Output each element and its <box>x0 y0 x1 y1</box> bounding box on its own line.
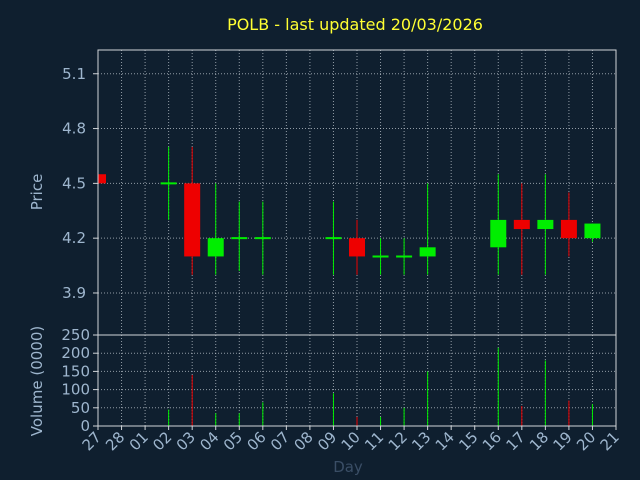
candle-body <box>584 223 601 239</box>
price-tick-label: 4.2 <box>62 229 86 247</box>
candle-body <box>537 219 554 230</box>
volume-tick-label: 100 <box>61 381 90 399</box>
candle-body <box>419 247 436 257</box>
candle-body <box>184 183 201 257</box>
price-candles <box>97 146 601 275</box>
price-tick-label: 3.9 <box>62 284 86 302</box>
candle-body <box>207 238 224 257</box>
x-axis-label: Day <box>333 458 363 476</box>
candle-body <box>513 219 530 230</box>
volume-tick-label: 250 <box>61 326 90 344</box>
price-axis-label: Price <box>28 174 46 211</box>
volume-tick-label: 200 <box>61 344 90 362</box>
price-tick-label: 5.1 <box>62 65 86 83</box>
price-tick-label: 4.8 <box>62 120 86 138</box>
volume-bars <box>168 347 593 426</box>
price-tick-label: 4.5 <box>62 174 86 192</box>
volume-axis-label: Volume (0000) <box>28 326 46 436</box>
candle-body <box>560 219 577 239</box>
candle-body <box>98 174 106 184</box>
volume-tick-label: 50 <box>71 399 90 417</box>
chart-title: POLB - last updated 20/03/2026 <box>227 15 483 34</box>
candle-body <box>349 238 365 257</box>
volume-panel-frame <box>97 334 617 427</box>
volume-tick-label: 150 <box>61 362 90 380</box>
volume-tick-label: 0 <box>80 417 90 435</box>
candle-body <box>490 219 507 248</box>
